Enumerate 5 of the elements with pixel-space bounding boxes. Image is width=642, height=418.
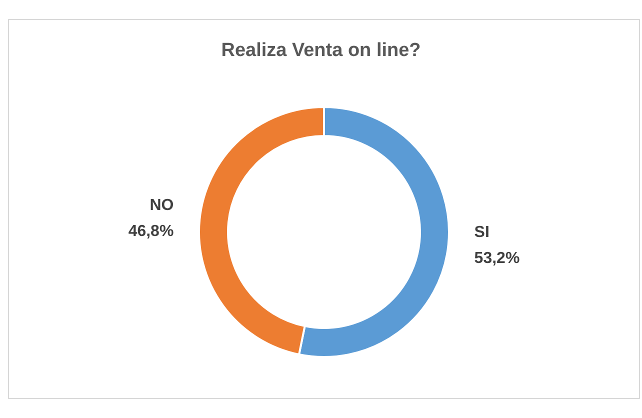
data-label: 46,8% — [128, 222, 174, 240]
slice-label: NO — [150, 196, 174, 214]
slice-label: SI — [474, 224, 490, 242]
chart-title: Realiza Venta on line? — [221, 40, 421, 61]
data-label: 53,2% — [474, 250, 520, 268]
